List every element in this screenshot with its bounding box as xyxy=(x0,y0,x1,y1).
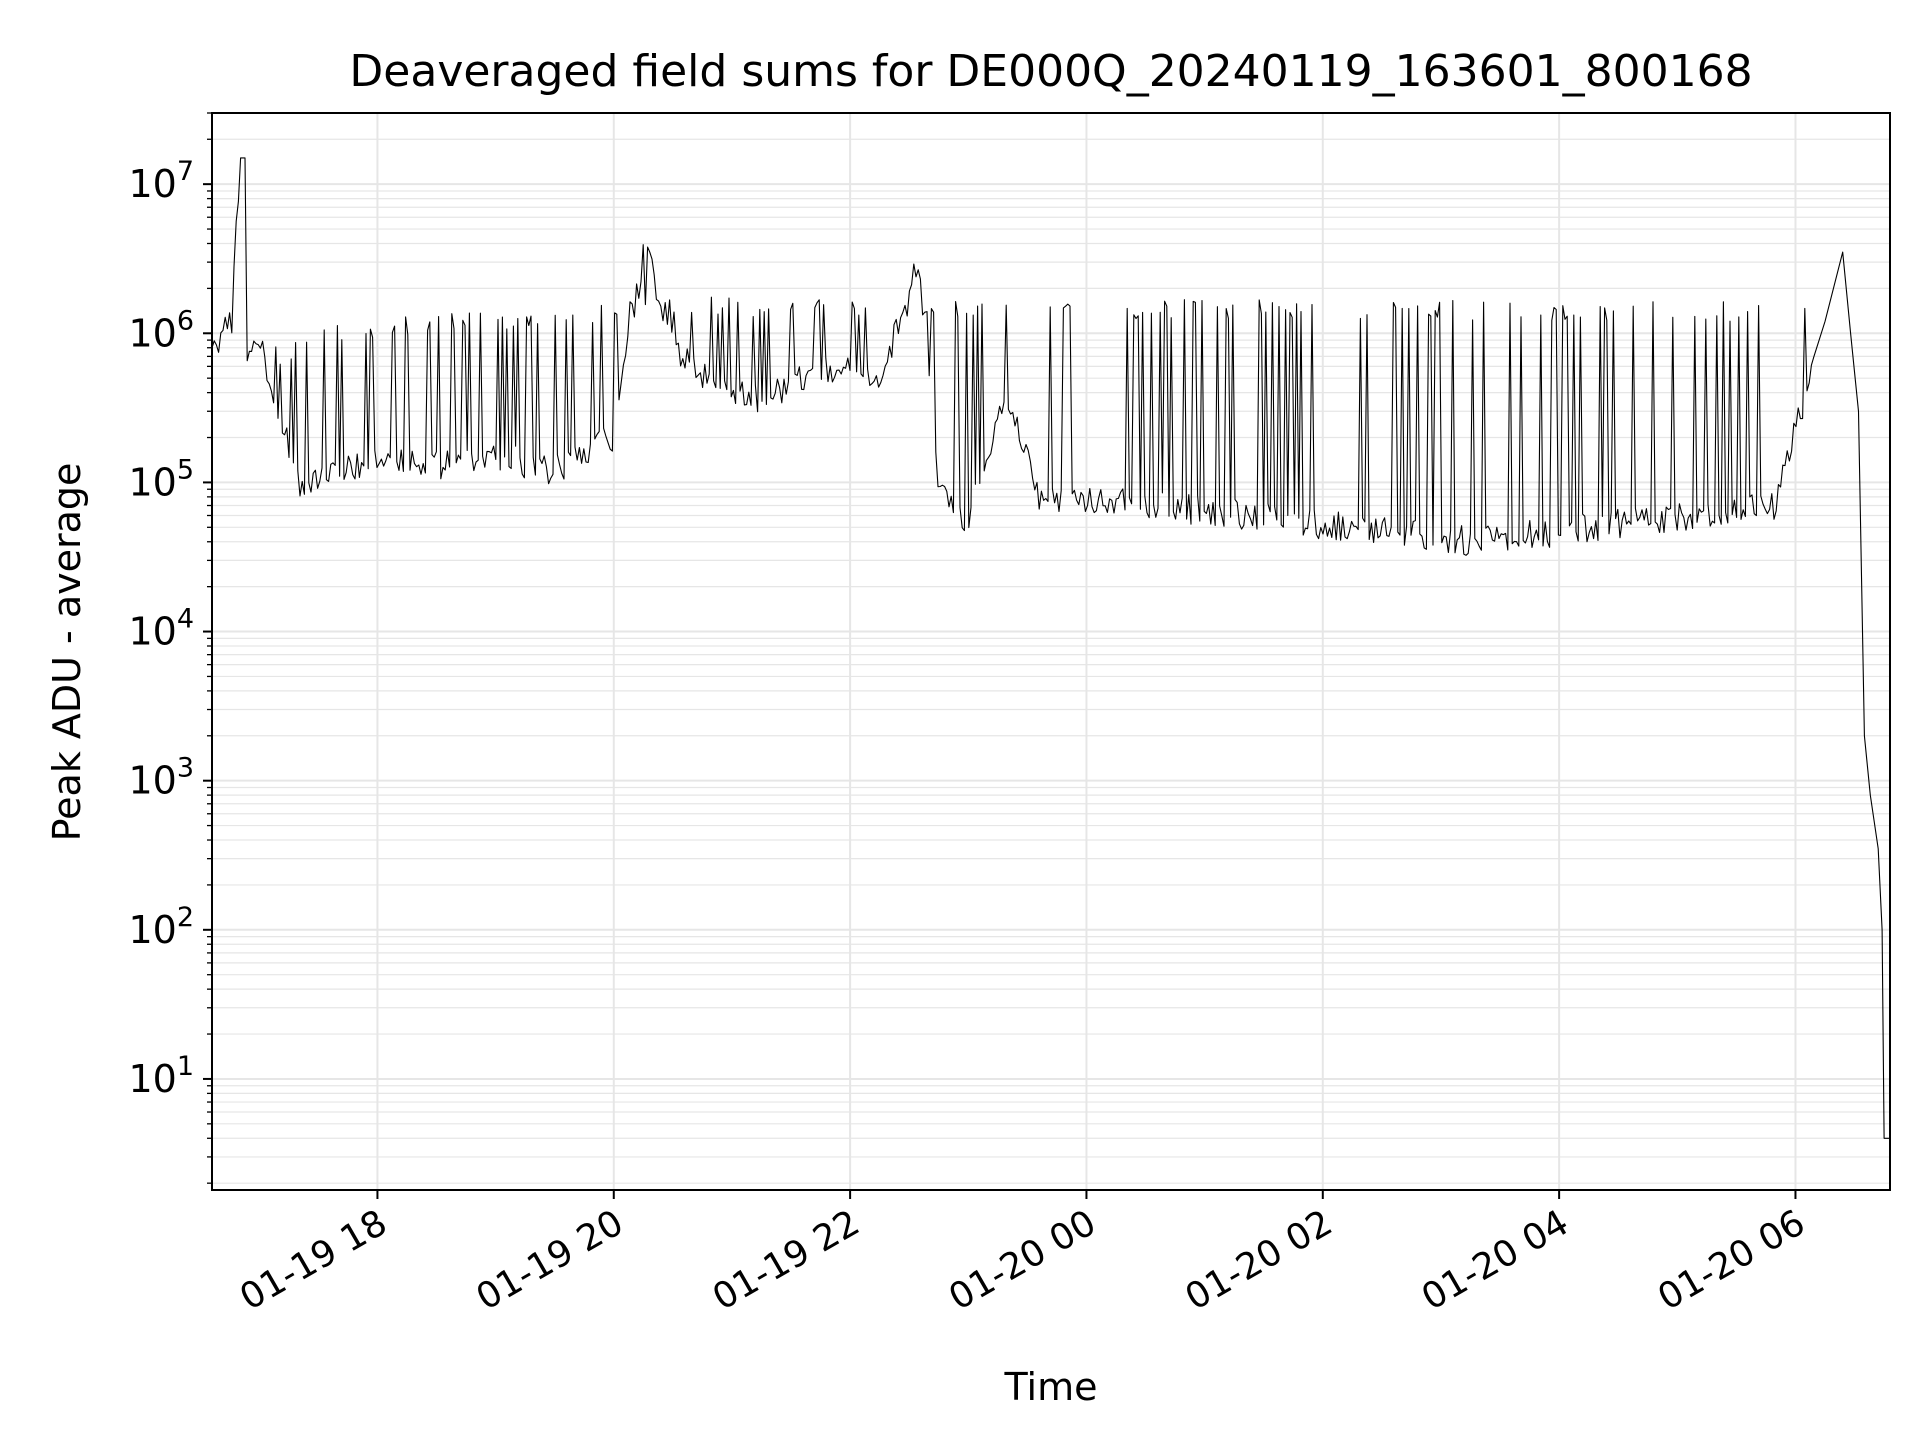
y-tick-label: 102 xyxy=(128,902,194,952)
x-axis-label: Time xyxy=(1004,1365,1098,1409)
x-tick-label: 01-19 22 xyxy=(706,1202,867,1318)
y-tick-label: 105 xyxy=(128,454,194,504)
chart-title: Deaveraged field sums for DE000Q_2024011… xyxy=(349,46,1752,97)
x-tick-label: 01-20 04 xyxy=(1415,1202,1576,1318)
y-axis: 101 102 103 104 105 106 107 xyxy=(128,112,212,1184)
x-tick-label: 01-20 06 xyxy=(1651,1202,1812,1318)
y-tick-label: 103 xyxy=(128,753,194,803)
grid-lines xyxy=(212,112,1890,1190)
series-line xyxy=(211,157,1890,1139)
data-series xyxy=(211,157,1890,1139)
y-axis-label: Peak ADU - average xyxy=(45,463,89,842)
y-tick-label: 104 xyxy=(128,604,194,654)
y-tick-label: 106 xyxy=(128,305,194,355)
x-tick-label: 01-20 00 xyxy=(942,1202,1103,1318)
x-tick-label: 01-19 18 xyxy=(233,1202,394,1318)
x-axis: 01-19 18 01-19 20 01-19 22 01-20 00 01-20 02… xyxy=(233,1190,1812,1319)
y-tick-label: 107 xyxy=(128,156,194,206)
plot-frame xyxy=(211,112,1891,1191)
x-tick-label: 01-19 20 xyxy=(470,1202,631,1318)
y-tick-label: 101 xyxy=(128,1051,194,1101)
x-tick-label: 01-20 02 xyxy=(1179,1202,1340,1318)
